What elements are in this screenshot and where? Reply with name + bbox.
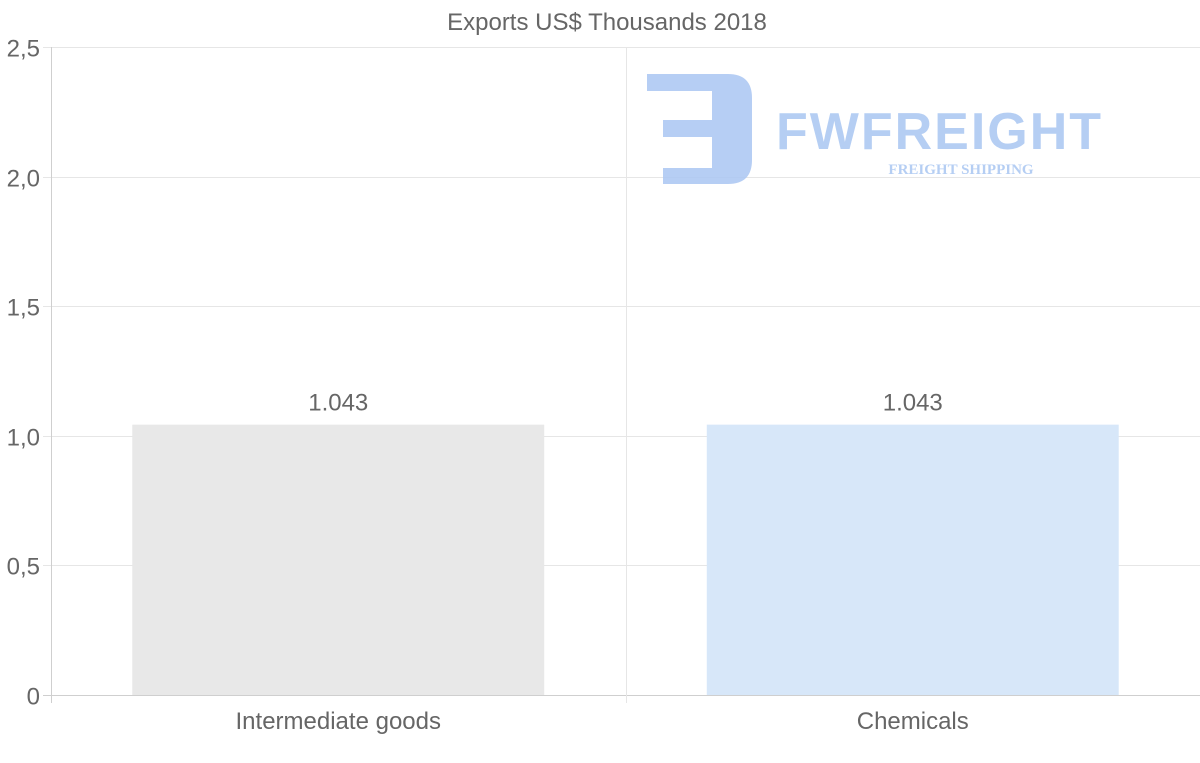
labels: 0 0,5 1,0 1,5 2,0 2,5 1.043 Intermediate goods 1… — [7, 36, 969, 736]
y-tick-label: 2,0 — [7, 166, 40, 193]
data-label: 1.043 — [308, 390, 368, 417]
logo-mark-icon — [647, 74, 752, 184]
watermark-logo: FWFREIGHT FREIGHT SHIPPING — [647, 74, 1103, 184]
x-tick-label: Intermediate goods — [236, 708, 441, 735]
y-tick-label: 1,5 — [7, 295, 40, 322]
chart-title: Exports US$ Thousands 2018 — [447, 9, 767, 36]
watermark-brand: FWFREIGHT — [776, 103, 1103, 161]
y-tick-label: 2,5 — [7, 36, 40, 63]
y-tick-label: 1,0 — [7, 425, 40, 452]
bars — [132, 424, 1119, 695]
bar-chemicals — [706, 424, 1119, 695]
watermark-tagline: FREIGHT SHIPPING — [888, 162, 1033, 178]
x-tick-label: Chemicals — [857, 708, 969, 735]
bar-intermediate-goods — [132, 424, 545, 695]
y-tick-label: 0,5 — [7, 554, 40, 581]
y-tick-label: 0 — [27, 684, 40, 711]
data-label: 1.043 — [883, 390, 943, 417]
